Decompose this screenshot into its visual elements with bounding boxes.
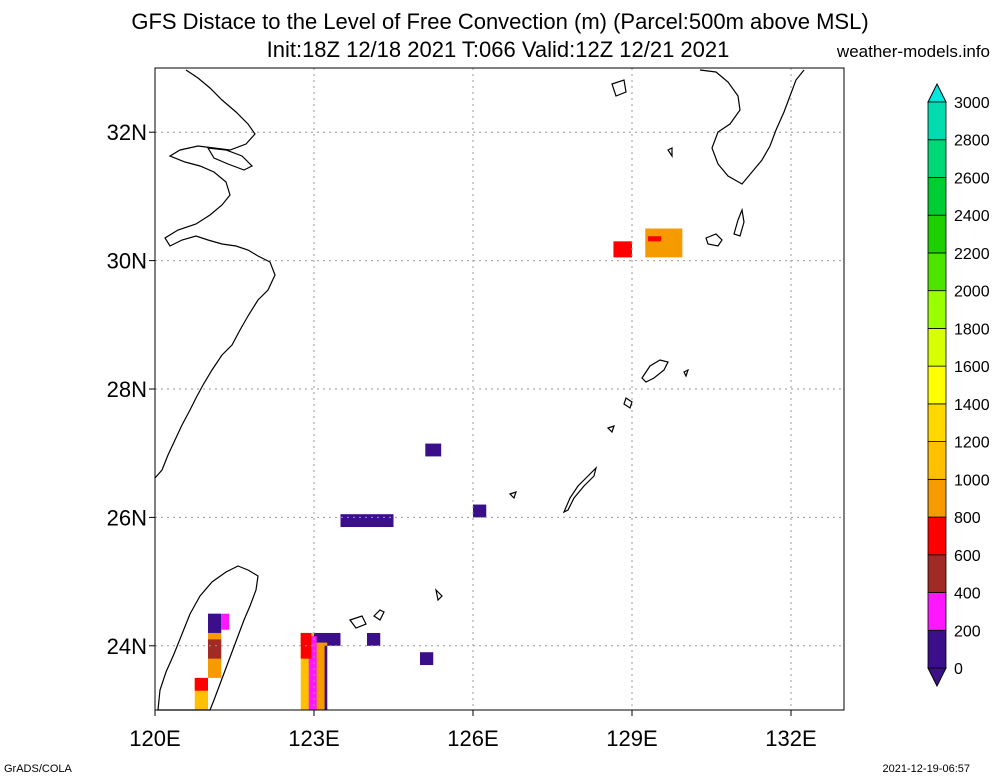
data-cell-3 <box>425 443 442 457</box>
tick-label-lon-132: 132E <box>765 726 816 751</box>
data-cell-13 <box>324 645 328 710</box>
data-cell-18 <box>221 613 230 630</box>
data-cell-6 <box>367 632 381 646</box>
coastline-island-b <box>733 207 745 237</box>
coastline-island-e <box>606 425 615 434</box>
chart-title: GFS Distace to the Level of Free Convect… <box>131 9 869 34</box>
colorbar-label-0: 0 <box>954 661 963 678</box>
tick-label-lat-30: 30N <box>107 249 147 274</box>
tick-label-lon-126: 126E <box>447 726 498 751</box>
colorbar-bin-12 <box>927 177 947 216</box>
footer-timestamp: 2021-12-19-06:57 <box>882 763 970 775</box>
data-cell-0 <box>613 241 632 258</box>
tick-label-lat-32: 32N <box>107 120 147 145</box>
coastline-taiwan <box>157 565 259 711</box>
tick-label-lon-120: 120E <box>129 726 180 751</box>
latitude-axis: 24N 26N 28N 30N 32N <box>107 120 155 659</box>
colorbar-bin-3 <box>927 516 947 556</box>
colorbar-bin-7 <box>927 365 947 405</box>
colorbar-label-3000: 3000 <box>954 95 990 112</box>
data-cell-1 <box>645 228 683 258</box>
data-cell-10 <box>314 642 328 710</box>
colorbar-label-2800: 2800 <box>954 133 990 150</box>
tick-label-lon-123: 123E <box>288 726 339 751</box>
footer-software: GrADS/COLA <box>4 763 72 775</box>
data-cell-2 <box>647 236 662 242</box>
coastline-island-l <box>683 368 690 378</box>
colorbar-bin-4 <box>927 478 947 518</box>
longitude-axis: 120E 123E 126E 129E 132E <box>129 710 817 751</box>
coastline-island-j <box>611 79 627 97</box>
grid-lines <box>155 68 844 710</box>
colorbar-over-arrow <box>927 82 947 103</box>
data-cell-19 <box>208 639 222 659</box>
colorbar-label-600: 600 <box>954 548 981 565</box>
colorbar-bin-1 <box>927 592 947 631</box>
data-cells <box>194 228 683 710</box>
coastline-china <box>154 69 276 479</box>
colorbar-label-1600: 1600 <box>954 359 990 376</box>
colorbar-label-400: 400 <box>954 586 981 603</box>
coastline-okinawa <box>562 466 598 514</box>
colorbar-under-arrow <box>927 667 947 688</box>
data-cell-11 <box>308 636 317 710</box>
coastline-island-c <box>641 359 669 383</box>
colorbar-label-1200: 1200 <box>954 435 990 452</box>
tick-label-lat-24: 24N <box>107 634 147 659</box>
colorbar-label-1000: 1000 <box>954 472 990 489</box>
coastline-yangtze <box>206 147 254 171</box>
colorbar-bin-6 <box>927 403 947 443</box>
data-cell-5 <box>473 504 487 518</box>
coastline-island-k <box>667 147 673 158</box>
colorbar-bin-0 <box>927 629 947 669</box>
colorbar: 0 200 400 600 800 1000 1200 1400 1600 1800 2000 220… <box>927 82 990 688</box>
tick-label-lon-129: 129E <box>606 726 657 751</box>
colorbar-bin-10 <box>927 252 947 292</box>
colorbar-label-2600: 2600 <box>954 170 990 187</box>
coastline-island-g <box>435 588 443 602</box>
colorbar-label-200: 200 <box>954 623 981 640</box>
coastline-island-d <box>623 397 633 409</box>
data-cell-15 <box>194 677 208 691</box>
colorbar-bin-14 <box>927 101 947 141</box>
colorbar-label-1800: 1800 <box>954 321 990 338</box>
colorbar-bin-9 <box>927 290 947 329</box>
site-credit: weather-models.info <box>836 42 990 61</box>
coastline-japan-kyushu <box>699 69 805 185</box>
chart-subtitle: Init:18Z 12/18 2021 T:066 Valid:12Z 12/2… <box>266 37 730 62</box>
coastline-island-a <box>705 233 723 247</box>
colorbar-label-800: 800 <box>954 510 981 527</box>
coastline-island-h <box>349 615 367 629</box>
colorbar-bin-13 <box>927 139 947 178</box>
colorbar-label-1400: 1400 <box>954 397 990 414</box>
coastlines <box>154 69 805 711</box>
coastline-island-f <box>508 491 517 500</box>
colorbar-label-2200: 2200 <box>954 246 990 263</box>
tick-label-lat-26: 26N <box>107 505 147 530</box>
coastline-island-i <box>373 609 385 621</box>
colorbar-bin-2 <box>927 554 947 593</box>
colorbar-label-2400: 2400 <box>954 208 990 225</box>
colorbar-bin-5 <box>927 441 947 480</box>
data-cell-17 <box>208 613 222 633</box>
colorbar-bin-8 <box>927 327 947 367</box>
colorbar-label-2000: 2000 <box>954 284 990 301</box>
colorbar-bin-11 <box>927 214 947 254</box>
tick-label-lat-28: 28N <box>107 377 147 402</box>
data-cell-4 <box>340 514 394 528</box>
data-cell-7 <box>420 652 434 666</box>
